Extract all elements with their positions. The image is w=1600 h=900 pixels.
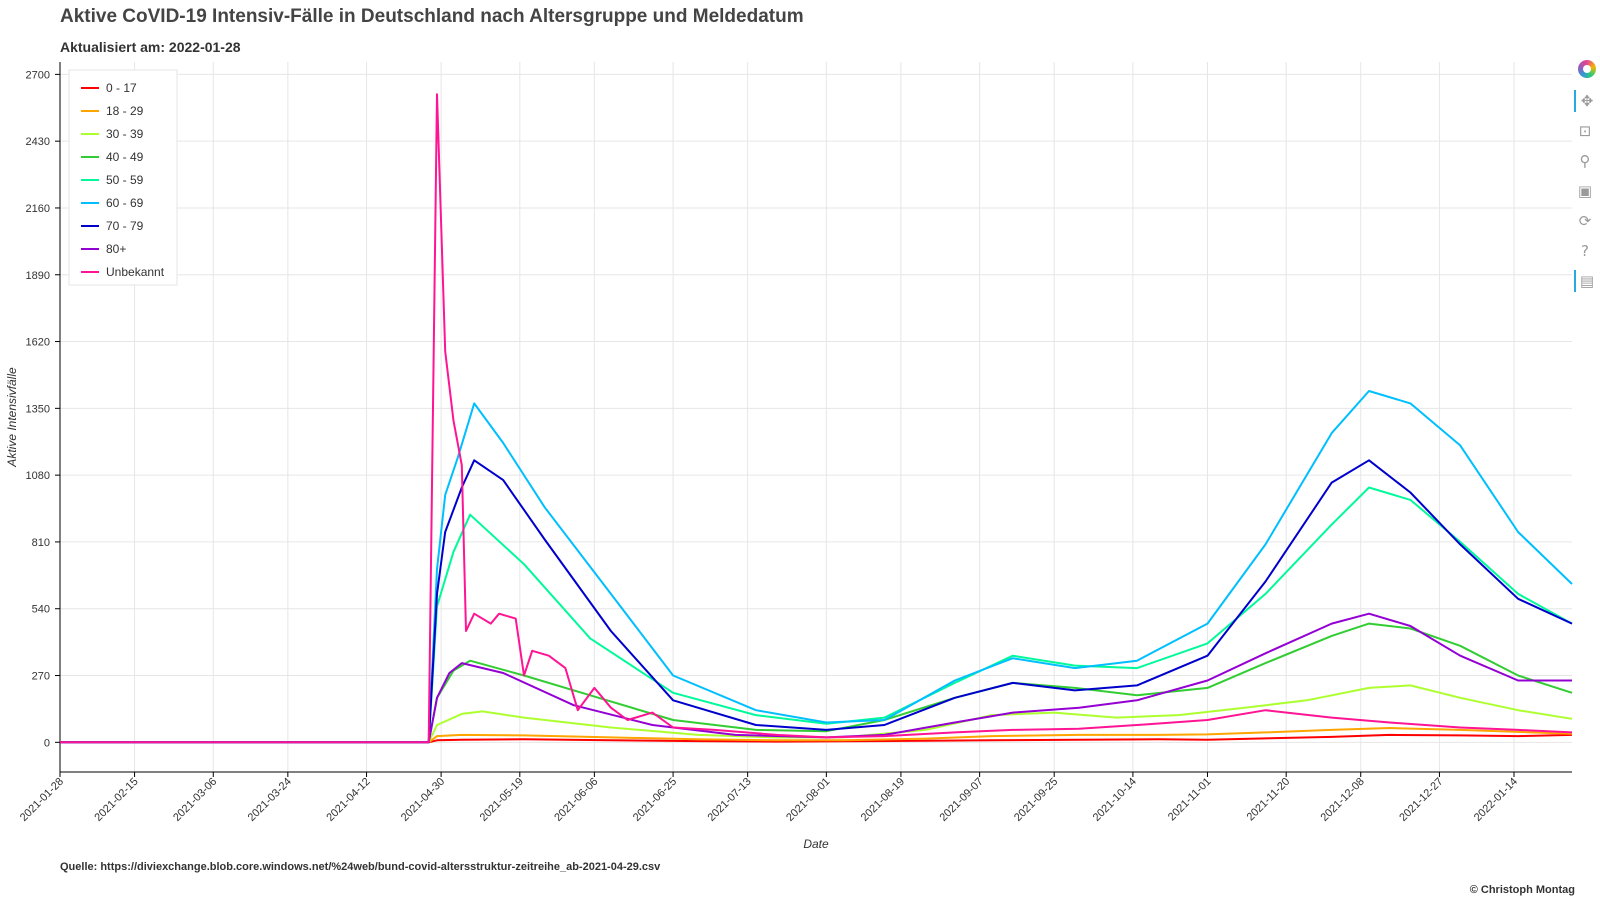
x-tick-label: 2021-03-06 [171, 776, 219, 824]
bokeh-logo [1578, 60, 1596, 78]
series-line-50-59 [60, 486, 1573, 744]
x-tick-label: 2021-04-30 [399, 776, 447, 824]
x-tick-label: 2021-01-28 [18, 776, 66, 824]
y-tick-label: 540 [32, 604, 50, 616]
x-tick-label: 2021-08-19 [859, 776, 907, 824]
series-line-70-79 [60, 459, 1573, 744]
x-tick-label: 2021-07-13 [705, 776, 753, 824]
legend-item-label[interactable]: 30 - 39 [106, 127, 144, 141]
series-line-60-69 [60, 390, 1573, 744]
series-line-30-39 [60, 684, 1573, 744]
legend-item-label[interactable]: 80+ [106, 242, 126, 256]
legend-item-label[interactable]: 40 - 49 [106, 150, 144, 164]
y-tick-label: 2160 [26, 203, 50, 215]
y-tick-label: 1620 [26, 337, 50, 349]
x-tick-label: 2021-05-19 [478, 776, 526, 824]
x-tick-label: 2021-06-25 [631, 776, 679, 824]
x-tick-label: 2021-02-15 [92, 776, 140, 824]
data-source-text: Quelle: https://diviexchange.blob.core.w… [60, 861, 661, 873]
series-line-18-29 [60, 727, 1573, 744]
x-tick-label: 2021-11-01 [1166, 776, 1214, 824]
y-tick-label: 2430 [26, 136, 50, 148]
x-tick-label: 2021-11-20 [1245, 776, 1293, 824]
legend-item-label[interactable]: 50 - 59 [106, 173, 144, 187]
y-tick-label: 1350 [26, 403, 50, 415]
x-tick-label: 2021-06-06 [552, 776, 600, 824]
pan-tool-icon[interactable]: ✥ [1574, 90, 1598, 112]
help-tool-icon[interactable]: ? [1581, 242, 1589, 260]
hover-tool-icon[interactable]: ▤ [1574, 270, 1598, 292]
bokeh-logo-icon[interactable] [1574, 58, 1596, 80]
x-tick-label: 2021-04-12 [324, 776, 372, 824]
series-line-Unbekannt [60, 93, 1573, 744]
x-tick-label: 2021-12-27 [1397, 776, 1445, 824]
legend-item-label[interactable]: 0 - 17 [106, 81, 137, 95]
legend-item-label[interactable]: 70 - 79 [106, 219, 144, 233]
axes: 0 270 540 810 1080 1350 1620 1890 2160 2430 2700 20… [5, 62, 1572, 851]
reset-tool-icon[interactable]: ⟳ [1578, 212, 1592, 230]
save-tool-icon[interactable]: ▣ [1577, 182, 1593, 200]
legend-item-label[interactable]: 60 - 69 [106, 196, 144, 210]
y-tick-label: 0 [44, 737, 50, 749]
x-tick-label: 2021-08-01 [784, 776, 832, 824]
x-tick-label: 2021-10-14 [1091, 776, 1139, 824]
wheel-zoom-tool-icon[interactable]: ⚲ [1579, 152, 1591, 170]
y-tick-label: 1890 [26, 270, 50, 282]
chart-subtitle: Aktualisiert am: 2022-01-28 [60, 39, 241, 55]
x-tick-label: 2021-09-25 [1012, 776, 1060, 824]
y-tick-label: 270 [32, 671, 50, 683]
grid [59, 62, 1572, 772]
copyright-text: © Christoph Montag [1469, 884, 1575, 896]
legend-item-label[interactable]: 18 - 29 [106, 104, 144, 118]
x-tick-label: 2022-01-14 [1472, 776, 1520, 824]
box-zoom-tool-icon[interactable]: ⊡ [1578, 122, 1592, 140]
series-line-40-49 [60, 622, 1573, 744]
series-lines [60, 93, 1573, 744]
x-axis-title: Date [803, 837, 829, 851]
series-line-80 [60, 612, 1572, 744]
legend[interactable]: 0 - 17 18 - 29 30 - 39 40 - 49 50 - 59 60 - 6… [68, 69, 178, 286]
x-tick-label: 2021-03-24 [246, 776, 294, 824]
y-tick-label: 810 [32, 537, 50, 549]
y-tick-label: 2700 [26, 69, 50, 81]
series-line-0-17 [60, 733, 1573, 744]
legend-item-label[interactable]: Unbekannt [106, 265, 165, 279]
y-axis-title: Aktive Intensivfälle [5, 367, 19, 468]
x-tick-label: 2021-09-07 [937, 776, 985, 824]
x-tick-label: 2021-12-08 [1319, 776, 1367, 824]
chart-title: Aktive CoVID-19 Intensiv-Fälle in Deutsc… [60, 6, 804, 27]
y-tick-label: 1080 [26, 470, 50, 482]
